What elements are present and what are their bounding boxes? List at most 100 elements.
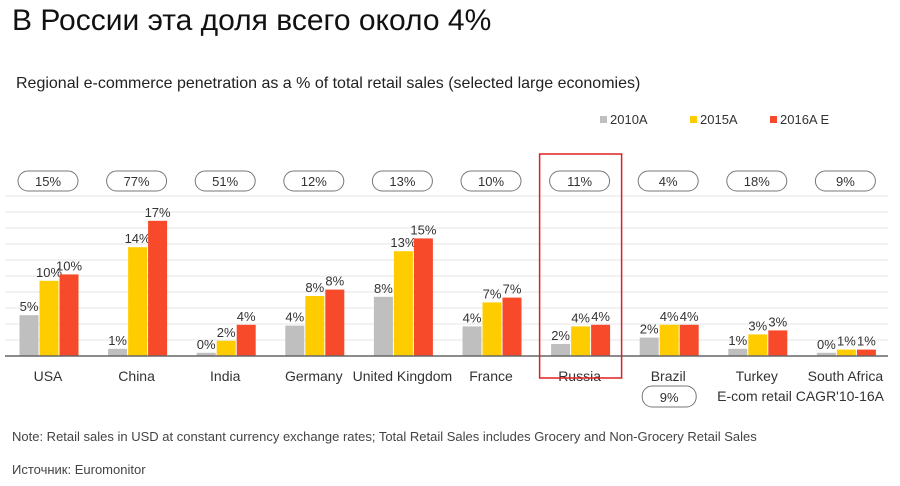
cagr-total-pill — [641, 385, 697, 408]
cagr-pill — [637, 170, 699, 192]
bar-2015A-brazil — [659, 324, 679, 356]
chart: 2010A 2015A 2016A E15%5%10%10%USA77%1%14%1… — [5, 112, 888, 408]
cagr-label: 18% — [744, 174, 770, 189]
bar-2016AE-germany — [325, 289, 345, 356]
data-label: 2% — [640, 322, 659, 337]
data-label: 8% — [374, 281, 393, 296]
bar-2015A-turkey — [748, 334, 768, 356]
data-label: 8% — [325, 274, 344, 289]
data-label: 4% — [237, 309, 256, 324]
bar-2015A-south-africa — [836, 349, 856, 356]
data-label: 5% — [20, 299, 39, 314]
highlight-box — [538, 153, 623, 379]
category-label: France — [469, 368, 513, 384]
cagr-pill — [194, 170, 256, 192]
data-label: 1% — [857, 334, 876, 349]
data-label: 1% — [108, 333, 127, 348]
data-label: 8% — [305, 280, 324, 295]
category-label: Brazil — [651, 368, 686, 384]
data-label: 4% — [285, 310, 304, 325]
cagr-pill — [549, 170, 611, 192]
data-label: 1% — [837, 334, 856, 349]
bar-2016AE-india — [236, 324, 256, 356]
bar-2016AE-china — [148, 220, 168, 356]
bar-2015A-india — [216, 340, 236, 356]
bar-2010A-china — [108, 348, 128, 356]
cagr-pill — [17, 170, 79, 192]
data-label: 7% — [503, 282, 522, 297]
category-label: USA — [34, 368, 63, 384]
category-label: United Kingdom — [353, 368, 453, 384]
bar-2015A-usa — [39, 280, 59, 356]
bar-2015A-china — [128, 247, 148, 356]
legend-label: 2010A — [610, 112, 648, 127]
bar-2010A-brazil — [639, 337, 659, 356]
category-label: China — [118, 368, 155, 384]
legend-swatch — [600, 116, 607, 123]
cagr-label: 4% — [659, 174, 678, 189]
data-label: 10% — [56, 258, 82, 273]
bar-2010A-united-kingdom — [373, 296, 393, 356]
bar-2010A-germany — [285, 325, 305, 356]
note: Note: Retail sales in USD at constant cu… — [12, 429, 757, 444]
category-label: South Africa — [808, 368, 884, 384]
cagr-pill — [283, 170, 345, 192]
category-label: Russia — [558, 368, 601, 384]
cagr-label: 77% — [124, 174, 150, 189]
legend-label: 2016A E — [780, 112, 829, 127]
data-label: 0% — [817, 337, 836, 352]
cagr-label: 12% — [301, 174, 327, 189]
data-label: 3% — [748, 318, 767, 333]
bar-2016AE-usa — [59, 274, 79, 356]
data-label: 1% — [728, 333, 747, 348]
data-label: 14% — [125, 231, 151, 246]
data-label: 2% — [551, 328, 570, 343]
data-label: 2% — [217, 325, 236, 340]
data-label: 13% — [390, 235, 416, 250]
data-label: 17% — [145, 205, 171, 220]
bar-2010A-turkey — [728, 348, 748, 356]
cagr-label: 10% — [478, 174, 504, 189]
data-label: 10% — [36, 265, 62, 280]
data-label: 4% — [680, 309, 699, 324]
cagr-label: 15% — [35, 174, 61, 189]
category-label: Turkey — [736, 368, 778, 384]
cagr-total: 9% — [660, 390, 679, 405]
bar-2015A-france — [482, 302, 502, 356]
data-label: 4% — [463, 310, 482, 325]
bar-2010A-india — [196, 352, 216, 356]
data-label: 4% — [571, 310, 590, 325]
bar-2010A-south-africa — [816, 352, 836, 356]
data-label: 7% — [483, 286, 502, 301]
bar-2016AE-brazil — [679, 324, 699, 356]
category-label: Germany — [285, 368, 343, 384]
data-label: 4% — [660, 309, 679, 324]
cagr-pill — [371, 170, 433, 192]
data-label: 15% — [410, 222, 436, 237]
cagr-label: 13% — [389, 174, 415, 189]
cagr-pill — [726, 170, 788, 192]
cagr-label: 11% — [567, 174, 592, 189]
bar-2016AE-turkey — [768, 330, 788, 356]
cagr-label: 51% — [212, 174, 238, 189]
bar-2015A-germany — [305, 296, 325, 356]
bar-2010A-usa — [19, 315, 39, 356]
category-label: India — [210, 368, 241, 384]
data-label: 4% — [591, 309, 610, 324]
data-label: 0% — [197, 337, 216, 352]
bar-2016AE-united-kingdom — [413, 238, 433, 356]
page-title: В России эта доля всего около 4% — [12, 4, 492, 37]
cagr-pill — [460, 170, 522, 192]
bar-2016AE-russia — [591, 324, 611, 356]
bar-2016AE-france — [502, 297, 522, 356]
bar-2016AE-south-africa — [856, 349, 876, 356]
data-label: 3% — [768, 314, 787, 329]
source: Источник: Euromonitor — [12, 462, 146, 477]
legend-swatch — [690, 116, 697, 123]
cagr-caption: E-com retail CAGR'10-16A — [717, 388, 885, 404]
bar-2015A-russia — [571, 326, 591, 356]
legend-swatch — [770, 116, 777, 123]
cagr-pill — [814, 170, 876, 192]
bar-2015A-united-kingdom — [393, 251, 413, 356]
bar-2010A-france — [462, 326, 482, 356]
